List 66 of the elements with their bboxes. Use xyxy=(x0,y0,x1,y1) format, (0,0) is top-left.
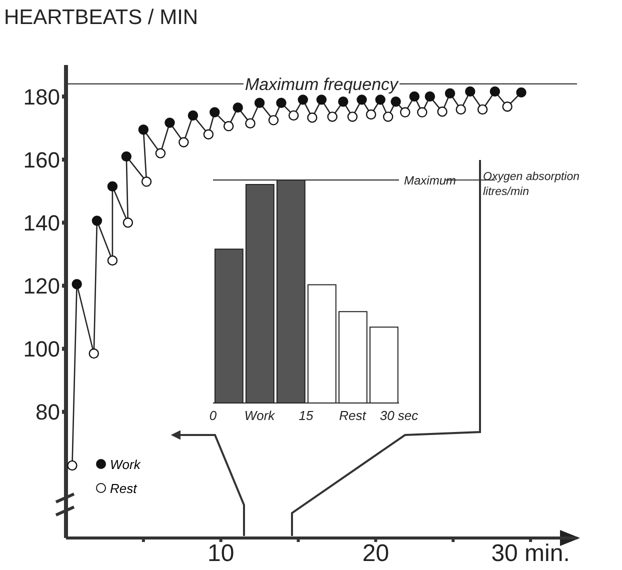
point xyxy=(254,98,265,108)
annotation: Work xyxy=(244,408,276,424)
x-tick-label: 30 min. xyxy=(491,540,570,568)
legend-label: Work xyxy=(110,456,140,472)
point xyxy=(88,348,99,359)
x-tick-label: 0 xyxy=(209,408,218,424)
point xyxy=(417,107,428,118)
point xyxy=(203,129,214,140)
point xyxy=(121,151,132,162)
point xyxy=(366,109,376,120)
point xyxy=(327,112,338,122)
y-tick-label: 160 xyxy=(23,147,60,172)
point xyxy=(245,118,256,128)
point xyxy=(268,115,279,126)
x-tick-label: 30 sec xyxy=(380,408,419,424)
point xyxy=(456,104,466,115)
point xyxy=(307,112,318,123)
annotation: Rest xyxy=(339,408,368,424)
point xyxy=(155,148,166,158)
ref-line-label: Maximum xyxy=(404,173,456,188)
point xyxy=(288,110,299,121)
point xyxy=(400,107,410,118)
ref-line-label: Maximum frequency xyxy=(244,74,400,94)
y-axis-title: Oxygen absorption litres/min xyxy=(483,170,581,200)
point xyxy=(424,91,436,102)
point xyxy=(316,94,327,105)
point xyxy=(178,137,189,148)
point xyxy=(477,104,488,115)
y-tick-label: 140 xyxy=(23,210,60,236)
point xyxy=(516,87,526,98)
point xyxy=(210,107,220,118)
y-tick-label: 180 xyxy=(23,84,60,110)
point xyxy=(382,112,394,122)
point xyxy=(232,102,243,113)
y-tick-label: 80 xyxy=(36,400,60,425)
x-tick-label: 10 xyxy=(207,540,234,568)
point xyxy=(188,110,198,121)
point xyxy=(107,181,118,192)
point xyxy=(223,121,234,132)
point xyxy=(356,94,367,105)
point xyxy=(465,86,476,97)
point xyxy=(444,88,456,98)
point xyxy=(437,106,448,117)
point xyxy=(72,279,82,290)
point xyxy=(409,91,420,102)
point xyxy=(375,94,386,105)
point xyxy=(138,124,149,135)
point xyxy=(276,98,286,108)
legend-label: Rest xyxy=(110,480,137,496)
point xyxy=(67,460,78,471)
point xyxy=(107,255,118,266)
x-tick-label: 20 xyxy=(362,540,390,568)
y-axis-title: HEARTBEATS / MIN xyxy=(4,6,198,30)
x-tick-label: 15 xyxy=(298,408,314,424)
y-tick-label: 100 xyxy=(23,336,60,362)
point xyxy=(122,218,134,228)
point xyxy=(164,118,175,128)
point xyxy=(490,86,500,97)
point xyxy=(92,216,102,226)
point xyxy=(347,112,358,122)
point xyxy=(338,96,348,107)
point xyxy=(298,94,308,105)
point xyxy=(141,176,152,187)
point xyxy=(502,102,512,112)
point xyxy=(390,96,401,107)
y-tick-label: 120 xyxy=(23,274,60,299)
